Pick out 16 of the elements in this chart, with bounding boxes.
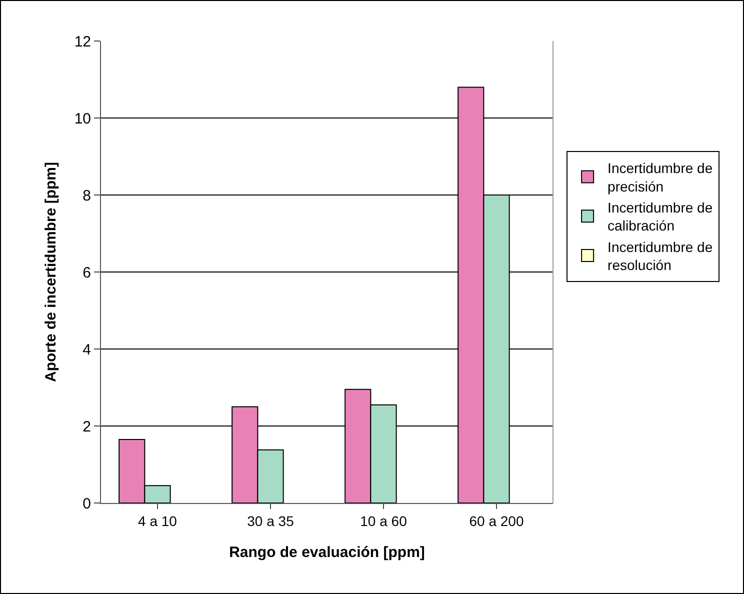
y-tick-label: 10 xyxy=(74,110,91,128)
legend-label: Incertidumbre de calibración xyxy=(608,200,713,234)
legend-label: Incertidumbre de resolución xyxy=(608,238,713,274)
legend-label: Incertidumbre de precisión xyxy=(608,160,713,194)
y-tick-label: 6 xyxy=(82,264,91,282)
x-axis-title: Rango de evaluación [ppm] xyxy=(229,544,425,561)
x-tick-label: 30 a 35 xyxy=(247,512,294,529)
x-tick-label: 60 a 200 xyxy=(469,512,524,529)
y-tick-label: 0 xyxy=(82,495,91,512)
y-tick-label: 12 xyxy=(74,33,91,50)
x-tick-label: 10 a 60 xyxy=(360,512,408,529)
y-axis-title: Aporte de incertidumbre [ppm] xyxy=(42,162,60,382)
y-tick-label: 8 xyxy=(82,187,91,204)
y-tick-label: 2 xyxy=(82,418,91,436)
y-tick-label: 4 xyxy=(82,341,91,358)
x-tick-label: 4 a 10 xyxy=(138,512,178,529)
